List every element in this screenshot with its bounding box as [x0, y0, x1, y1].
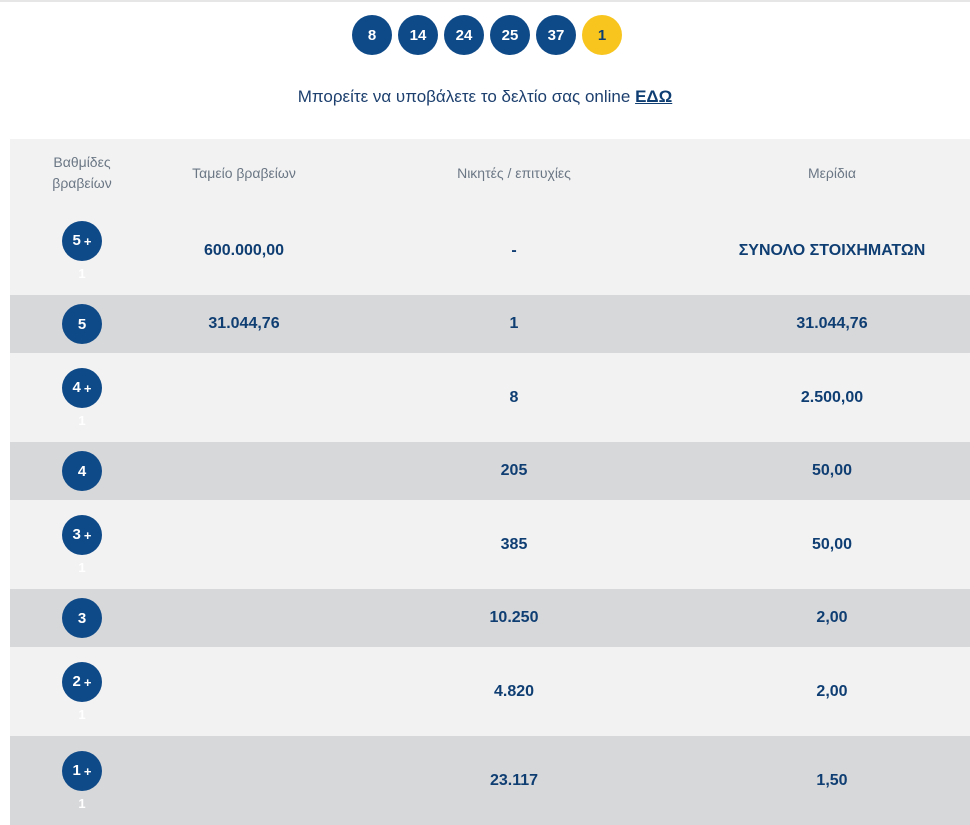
winners-cell: 4.820 [493, 682, 535, 700]
online-submit-notice: Μπορείτε να υποβάλετε το δελτίο σας onli… [0, 87, 970, 107]
winners-cell: 8 [509, 388, 519, 406]
top-divider [0, 0, 970, 2]
submit-here-link[interactable]: ΕΔΩ [635, 87, 673, 106]
tier-cell: 5 + 1 [10, 220, 154, 281]
tier-number: 1 [72, 762, 81, 779]
tier-badge: 1 + [62, 750, 102, 791]
dividend-cell: 2,00 [816, 682, 848, 700]
table-row: 1 + 1 23.117 1,50 [10, 736, 970, 825]
dividend-cell: ΣΥΝΟΛΟ ΣΤΟΙΧΗΜΑΤΩΝ [738, 241, 926, 259]
tier-badge: 4 [62, 451, 102, 491]
drawn-numbers: 8 14 24 25 37 1 [352, 15, 622, 55]
table-header: Βαθμίδες βραβείων Ταμείο βραβείων Νικητέ… [10, 139, 970, 206]
tier-joker-count: 1 [78, 795, 86, 811]
header-dividend: Μερίδια [808, 164, 856, 181]
tier-cell: 3 [10, 598, 154, 638]
plus-sign: + [83, 234, 92, 249]
prize-fund-cell: 31.044,76 [208, 315, 280, 332]
winners-cell: - [511, 241, 517, 259]
header-tier-line2: βραβείων [52, 174, 112, 191]
header-winners: Νικητές / επιτυχίες [457, 164, 571, 181]
plus-sign: + [83, 528, 92, 543]
tier-cell: 2 + 1 [10, 661, 154, 722]
plus-sign: + [83, 675, 92, 690]
tier-badge: 3 [62, 598, 102, 638]
dividend-cell: 50,00 [811, 462, 853, 479]
table-row: 2 + 1 4.820 2,00 [10, 647, 970, 736]
tier-number: 2 [72, 673, 81, 690]
table-row: 3 10.250 2,00 [10, 589, 970, 647]
tier-joker-count: 1 [78, 559, 86, 575]
online-submit-text: Μπορείτε να υποβάλετε το δελτίο σας onli… [297, 87, 631, 106]
tier-number: 5 [72, 232, 81, 249]
tier-cell: 5 [10, 304, 154, 344]
winners-cell: 205 [500, 462, 528, 479]
tier-number: 5 [77, 315, 87, 333]
dividend-cell: 31.044,76 [796, 315, 868, 332]
tier-badge: 5 + [62, 220, 102, 261]
table-row: 5 + 1 600.000,00 - ΣΥΝΟΛΟ ΣΤΟΙΧΗΜΑΤΩΝ [10, 206, 970, 295]
winners-cell: 1 [509, 315, 519, 332]
tier-badge: 5 [62, 304, 102, 344]
tier-cell: 3 + 1 [10, 514, 154, 575]
tier-cell: 4 + 1 [10, 367, 154, 428]
tier-joker-count: 1 [78, 706, 86, 722]
tier-joker-count: 1 [78, 265, 86, 281]
table-row: 4 205 50,00 [10, 442, 970, 500]
tier-number: 4 [72, 379, 81, 396]
tier-badge: 2 + [62, 661, 102, 702]
joker-ball: 1 [582, 15, 622, 55]
plus-sign: + [83, 764, 92, 779]
tier-number: 3 [72, 526, 81, 543]
dividend-cell: 2.500,00 [800, 388, 864, 406]
tier-cell: 4 [10, 451, 154, 491]
tier-number: 3 [77, 609, 87, 627]
number-ball: 8 [352, 15, 392, 55]
number-ball: 14 [398, 15, 438, 55]
table-row: 4 + 1 8 2.500,00 [10, 353, 970, 442]
tier-cell: 1 + 1 [10, 750, 154, 811]
dividend-cell: 1,50 [816, 771, 848, 789]
tier-joker-count: 1 [78, 412, 86, 428]
header-prize-fund: Ταμείο βραβείων [192, 164, 296, 181]
tier-badge: 3 + [62, 514, 102, 555]
winners-cell: 23.117 [489, 771, 539, 789]
prize-fund-cell: 600.000,00 [203, 241, 285, 259]
number-ball: 37 [536, 15, 576, 55]
dividend-cell: 2,00 [816, 609, 848, 626]
tier-number: 4 [77, 462, 87, 480]
number-ball: 25 [490, 15, 530, 55]
number-ball: 24 [444, 15, 484, 55]
table-row: 5 31.044,76 1 31.044,76 [10, 295, 970, 353]
table-row: 3 + 1 385 50,00 [10, 500, 970, 589]
header-tier-line1: Βαθμίδες [53, 153, 111, 170]
winners-cell: 10.250 [489, 609, 539, 626]
prize-table: Βαθμίδες βραβείων Ταμείο βραβείων Νικητέ… [10, 139, 970, 825]
tier-badge: 4 + [62, 367, 102, 408]
winners-cell: 385 [500, 535, 528, 553]
header-prize-tiers: Βαθμίδες βραβείων [10, 152, 154, 194]
plus-sign: + [83, 381, 92, 396]
dividend-cell: 50,00 [811, 535, 853, 553]
